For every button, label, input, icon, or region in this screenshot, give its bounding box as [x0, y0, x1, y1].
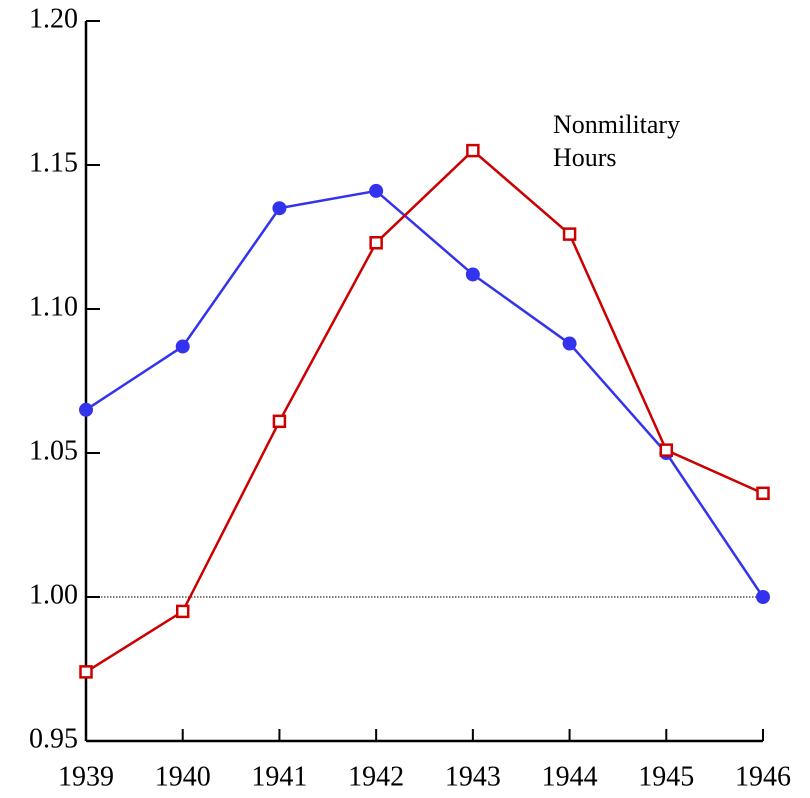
annotation: Nonmilitary	[553, 110, 680, 139]
point	[756, 486, 770, 501]
x-tick-label: 1942	[348, 761, 404, 792]
point	[465, 267, 480, 282]
series-line	[85, 148, 764, 673]
point	[659, 443, 674, 457]
x-tick-label: 1941	[251, 761, 307, 792]
point	[562, 336, 577, 351]
point	[562, 227, 577, 241]
y-tick-label: 1.05	[29, 435, 78, 466]
point	[175, 339, 190, 354]
y-tick-label: 0.95	[29, 723, 78, 754]
point	[756, 590, 770, 604]
point	[175, 604, 190, 619]
y-tick-label: 1.10	[29, 291, 78, 322]
point	[369, 236, 383, 250]
x-tick-label: 1945	[638, 761, 694, 792]
x-tick-label: 1943	[445, 761, 501, 792]
point	[369, 183, 384, 198]
annotation: Hours	[553, 143, 617, 172]
point	[79, 402, 93, 417]
x-tick-label: 1939	[58, 761, 114, 792]
point	[79, 665, 93, 679]
y-tick-label: 1.15	[29, 147, 78, 178]
x-tick-label: 1944	[542, 761, 598, 792]
y-tick-label: 1.20	[29, 3, 78, 34]
y-tick-label: 1.00	[29, 579, 78, 610]
series-line	[85, 189, 765, 598]
x-tick-label: 1940	[155, 761, 211, 792]
point	[272, 414, 287, 429]
x-tick-label: 1946	[735, 761, 791, 792]
point	[272, 201, 287, 216]
point	[466, 143, 480, 158]
